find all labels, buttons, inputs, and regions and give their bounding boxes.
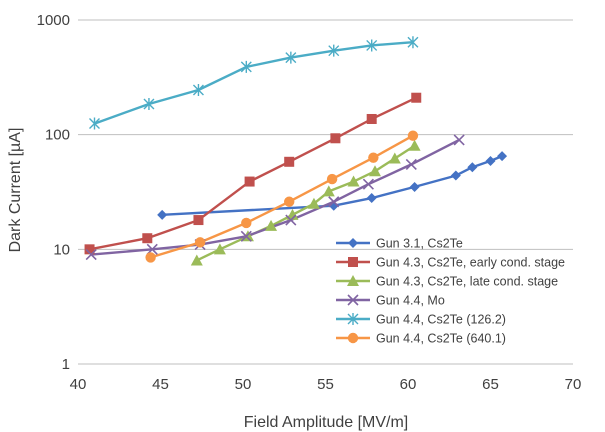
data-point (409, 181, 420, 192)
x-axis-title: Field Amplitude [MV/m] (244, 414, 409, 431)
data-point (450, 170, 461, 181)
data-point (190, 254, 203, 266)
x-tick-label: 40 (70, 376, 87, 393)
data-point (366, 193, 377, 204)
data-point (89, 117, 100, 130)
legend-marker (347, 332, 359, 344)
data-point (368, 152, 379, 163)
data-point (84, 244, 95, 255)
data-point (408, 139, 421, 151)
data-point (369, 165, 381, 177)
data-point (145, 252, 156, 263)
series-markers (84, 36, 508, 266)
data-point (366, 113, 377, 124)
data-point (240, 60, 252, 73)
data-point (326, 173, 338, 185)
data-point (244, 176, 255, 187)
x-tick-label: 65 (482, 376, 499, 393)
y-tick-label: 1 (62, 356, 70, 373)
legend-label: Gun 4.4, Cs2Te (126.2) (376, 313, 506, 327)
x-tick-label: 55 (317, 376, 334, 393)
legend-label: Gun 4.3, Cs2Te, early cond. stage (376, 256, 565, 270)
legend-marker (347, 313, 359, 325)
data-point (405, 158, 417, 171)
x-tick-labels: 40 45 50 55 60 65 70 (70, 376, 582, 393)
legend-label: Gun 4.4, Cs2Te (640.1) (376, 332, 506, 346)
data-point (407, 130, 419, 141)
legend-label: Gun 3.1, Cs2Te (376, 237, 463, 251)
y-tick-labels: 1 10 100 1000 (37, 12, 70, 373)
series-line (89, 96, 417, 251)
data-point (330, 133, 341, 144)
data-point (157, 209, 168, 220)
data-point (453, 134, 465, 146)
data-point (328, 196, 340, 208)
data-point (347, 175, 360, 187)
x-tick-label: 60 (400, 376, 417, 393)
y-tick-label: 100 (45, 127, 70, 144)
data-point (286, 208, 299, 220)
legend-marker (347, 294, 359, 306)
data-point (194, 237, 206, 248)
data-point (213, 243, 226, 255)
data-point (497, 151, 508, 162)
data-point (307, 197, 320, 209)
data-point (322, 185, 335, 197)
legend-label: Gun 4.4, Mo (376, 294, 445, 308)
legend-label: Gun 4.3, Cs2Te, late cond. stage (376, 275, 558, 289)
data-point (284, 156, 295, 167)
legend-marker (348, 257, 358, 267)
data-point (366, 39, 378, 52)
data-point (362, 178, 374, 190)
x-tick-label: 45 (152, 376, 169, 393)
data-point (467, 162, 478, 173)
data-point (284, 196, 295, 207)
legend-marker (348, 238, 358, 248)
data-point (193, 215, 204, 226)
data-point (285, 214, 297, 226)
x-tick-label: 70 (565, 376, 582, 393)
legend: Gun 3.1, Cs2Te Gun 4.3, Cs2Te, early cond… (336, 237, 565, 346)
y-axis-title: Dark Current [µA] (7, 128, 24, 253)
legend-marker (347, 275, 359, 286)
data-point (485, 155, 496, 166)
data-point (407, 36, 419, 49)
y-tick-label: 1000 (37, 12, 70, 29)
data-point (388, 152, 401, 164)
series-line (94, 41, 413, 125)
data-point (411, 92, 422, 103)
data-point (142, 233, 153, 244)
data-point (192, 84, 204, 97)
data-point (240, 230, 252, 242)
data-point (265, 219, 278, 231)
data-point (285, 51, 297, 64)
x-tick-label: 50 (235, 376, 252, 393)
data-point (328, 44, 340, 57)
data-point (143, 98, 155, 111)
y-tick-label: 10 (53, 241, 70, 258)
data-point (85, 249, 97, 261)
data-point (241, 217, 252, 229)
